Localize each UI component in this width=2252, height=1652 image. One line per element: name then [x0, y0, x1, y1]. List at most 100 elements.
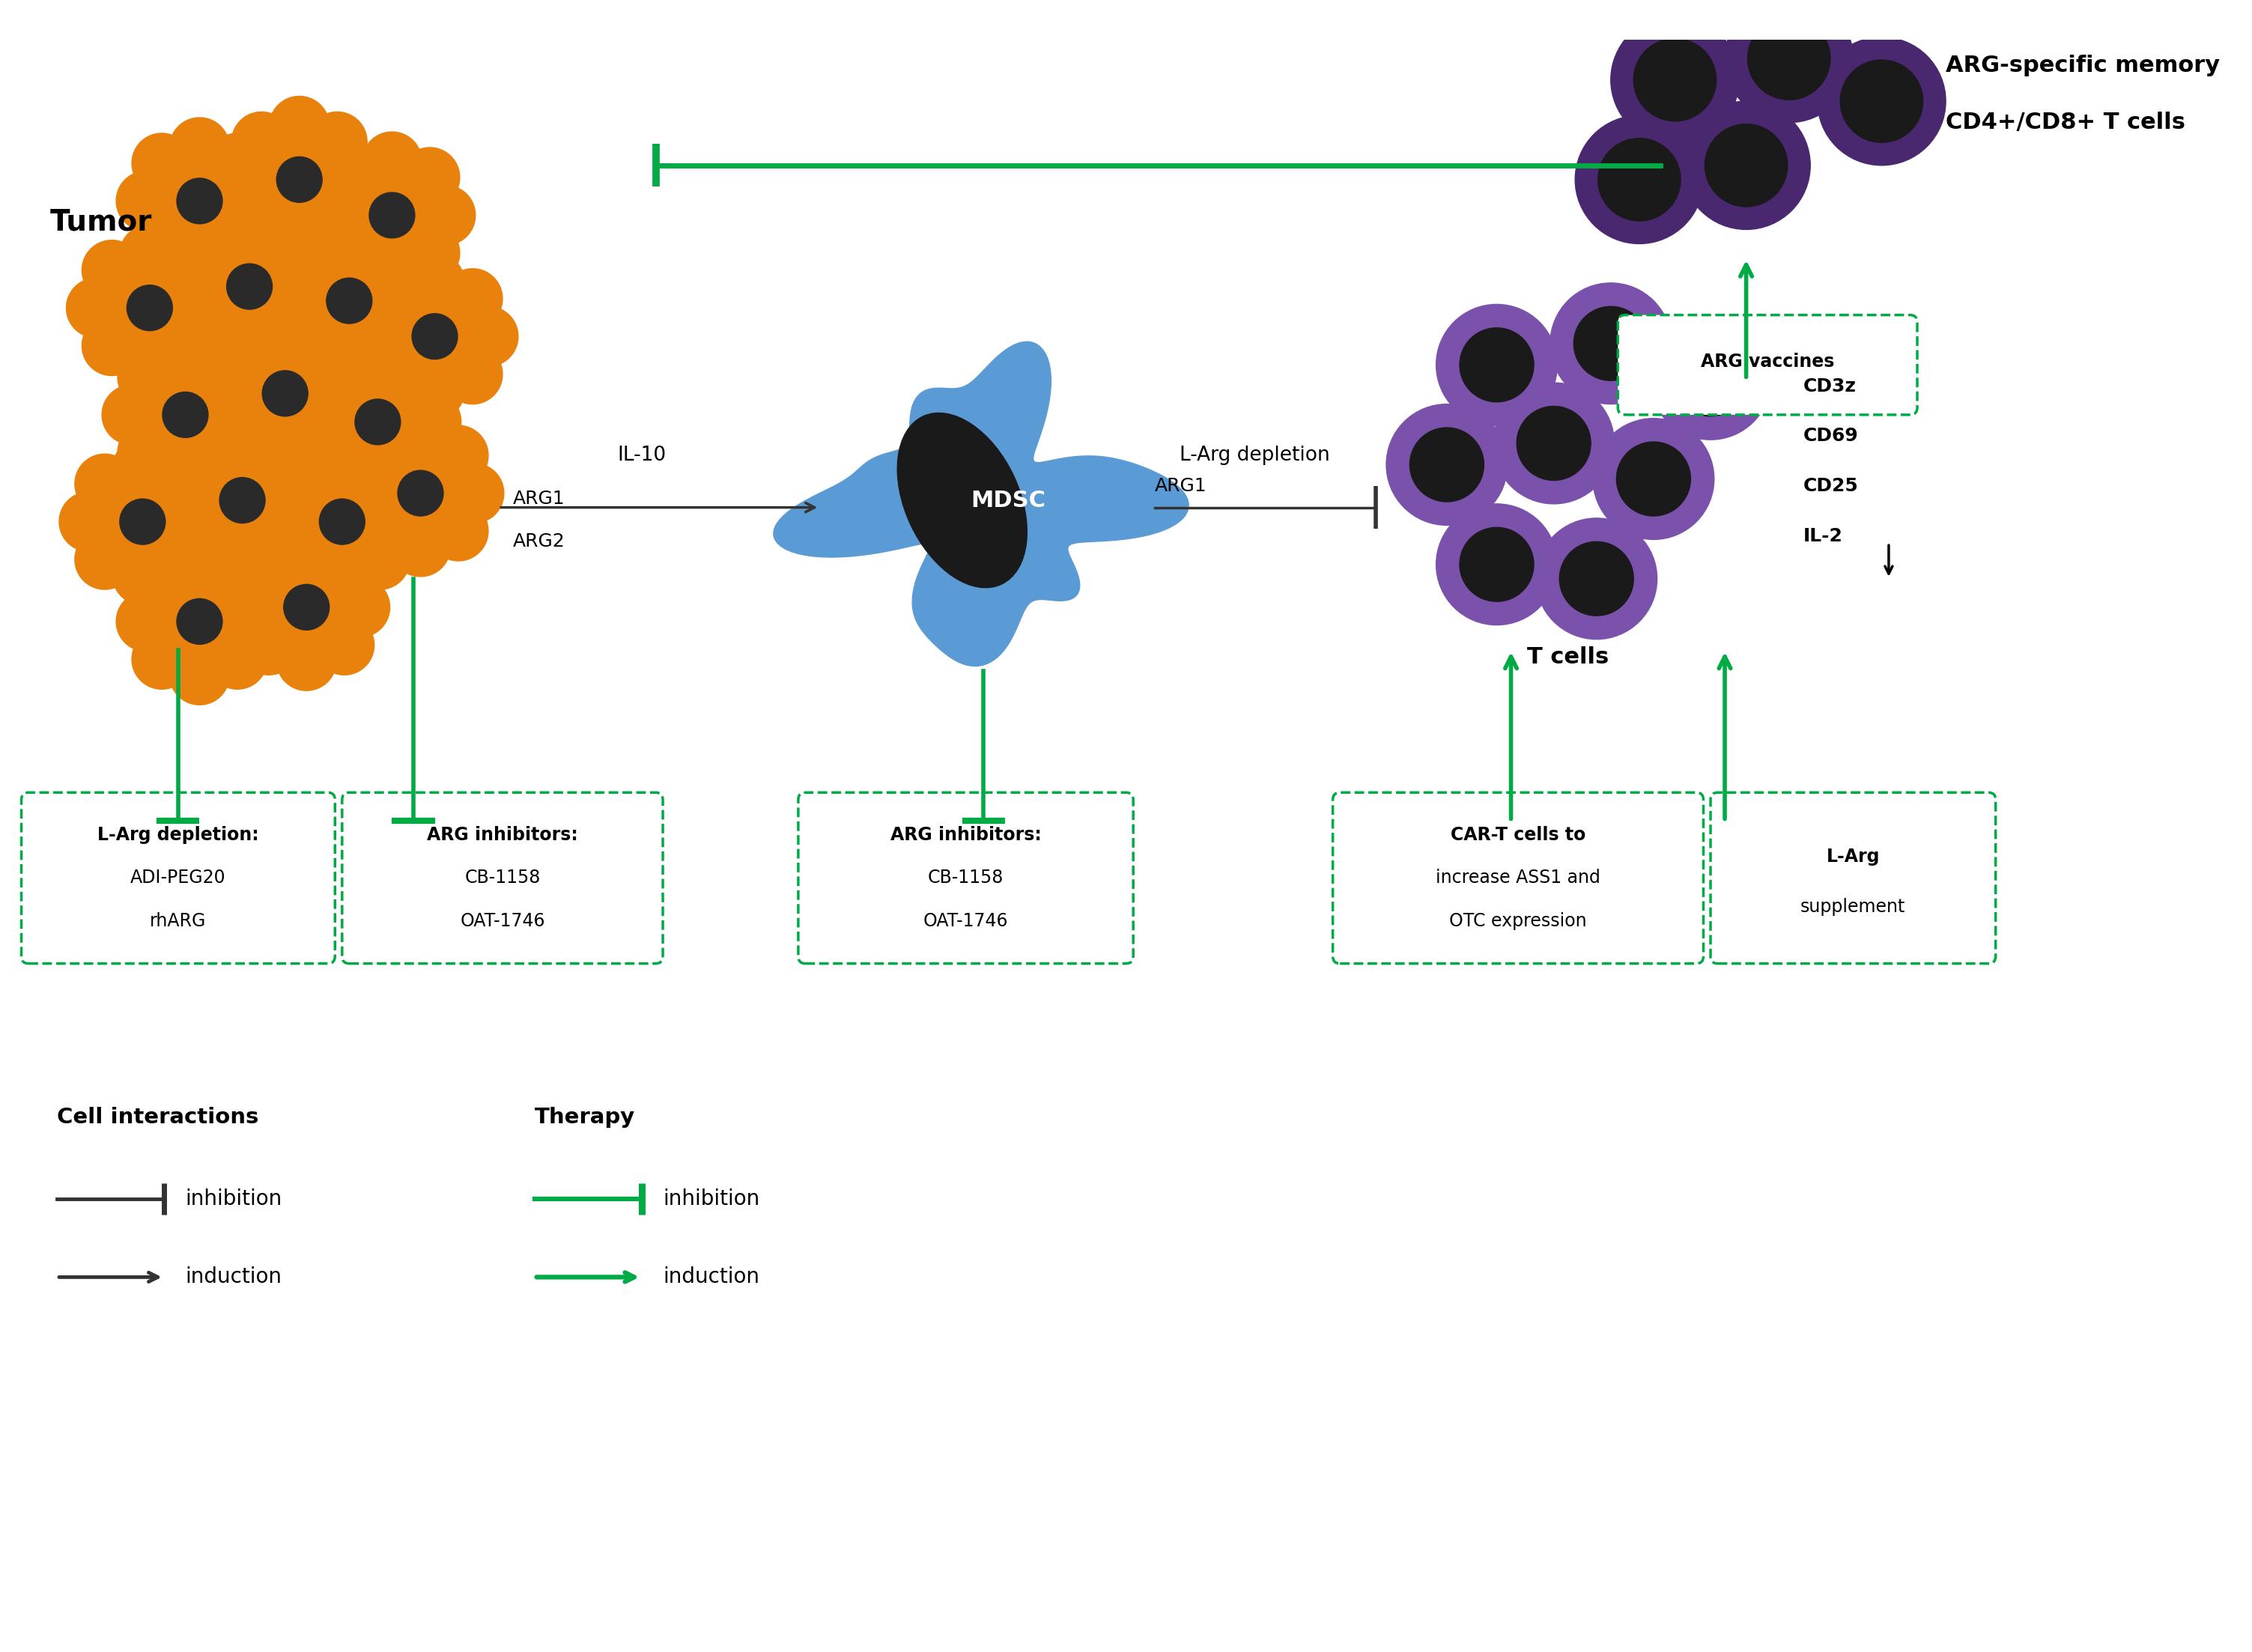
- Circle shape: [354, 426, 412, 486]
- Circle shape: [194, 423, 252, 482]
- Circle shape: [405, 253, 464, 312]
- Circle shape: [1725, 0, 1853, 122]
- Circle shape: [311, 354, 369, 415]
- Circle shape: [218, 203, 279, 263]
- Circle shape: [275, 530, 333, 590]
- Circle shape: [1536, 519, 1657, 639]
- Text: ARG-specific memory: ARG-specific memory: [1946, 55, 2220, 76]
- Circle shape: [293, 401, 354, 461]
- Circle shape: [275, 454, 333, 514]
- Text: ARG inhibitors:: ARG inhibitors:: [890, 826, 1040, 844]
- Circle shape: [444, 269, 502, 329]
- Circle shape: [1558, 542, 1633, 616]
- Circle shape: [322, 150, 383, 210]
- Circle shape: [277, 157, 322, 203]
- Text: inhibition: inhibition: [185, 1188, 282, 1209]
- Circle shape: [146, 377, 223, 453]
- Text: ARG2: ARG2: [513, 532, 565, 550]
- Text: CAR-T cells to: CAR-T cells to: [1450, 826, 1585, 844]
- Circle shape: [363, 240, 421, 299]
- Circle shape: [270, 96, 329, 155]
- Circle shape: [151, 454, 209, 514]
- Text: CD4+/CD8+ T cells: CD4+/CD8+ T cells: [1946, 112, 2184, 134]
- Circle shape: [182, 218, 241, 279]
- Circle shape: [367, 344, 428, 405]
- Circle shape: [158, 316, 218, 375]
- Circle shape: [162, 583, 239, 659]
- Circle shape: [1459, 527, 1534, 601]
- Circle shape: [232, 187, 291, 248]
- Circle shape: [383, 454, 459, 532]
- Circle shape: [1633, 38, 1716, 121]
- Circle shape: [1817, 36, 1946, 165]
- Circle shape: [363, 132, 421, 192]
- Circle shape: [169, 225, 230, 284]
- Text: CB-1158: CB-1158: [464, 869, 540, 887]
- Circle shape: [390, 410, 450, 469]
- Circle shape: [74, 454, 135, 514]
- Circle shape: [385, 430, 446, 489]
- Text: ARG1: ARG1: [513, 489, 565, 507]
- Circle shape: [444, 463, 504, 524]
- Text: L-Arg depletion: L-Arg depletion: [1180, 444, 1329, 464]
- Circle shape: [1748, 17, 1831, 99]
- Circle shape: [207, 208, 268, 269]
- Circle shape: [254, 416, 315, 477]
- Circle shape: [1705, 124, 1788, 206]
- Circle shape: [277, 524, 336, 583]
- Circle shape: [315, 540, 374, 600]
- Ellipse shape: [896, 413, 1027, 588]
- Circle shape: [250, 509, 311, 568]
- Circle shape: [320, 499, 365, 545]
- Circle shape: [320, 218, 378, 278]
- Text: L-Arg: L-Arg: [1826, 847, 1880, 866]
- Circle shape: [155, 438, 216, 499]
- Circle shape: [1549, 282, 1671, 405]
- Text: OTC expression: OTC expression: [1450, 912, 1588, 930]
- Circle shape: [239, 615, 300, 676]
- Circle shape: [167, 492, 225, 552]
- Circle shape: [248, 355, 324, 431]
- Circle shape: [309, 185, 369, 244]
- Circle shape: [306, 112, 367, 172]
- Circle shape: [1516, 406, 1590, 481]
- Circle shape: [347, 339, 408, 398]
- Circle shape: [399, 471, 444, 515]
- Circle shape: [349, 454, 410, 514]
- Circle shape: [266, 471, 327, 530]
- Circle shape: [223, 591, 284, 651]
- Circle shape: [218, 401, 277, 461]
- Circle shape: [257, 294, 318, 354]
- Circle shape: [340, 383, 417, 461]
- Circle shape: [223, 577, 284, 638]
- Circle shape: [401, 147, 459, 208]
- Circle shape: [81, 240, 142, 301]
- Circle shape: [205, 463, 282, 539]
- Circle shape: [1617, 441, 1691, 515]
- Circle shape: [119, 499, 164, 545]
- Circle shape: [1387, 405, 1507, 525]
- Text: IL-10: IL-10: [617, 444, 667, 464]
- Circle shape: [176, 598, 223, 644]
- Circle shape: [169, 644, 230, 705]
- FancyBboxPatch shape: [797, 793, 1133, 963]
- Circle shape: [417, 185, 475, 244]
- Circle shape: [309, 363, 369, 423]
- FancyBboxPatch shape: [1333, 793, 1703, 963]
- Circle shape: [1437, 304, 1558, 426]
- Circle shape: [351, 307, 412, 367]
- Circle shape: [218, 311, 279, 370]
- Circle shape: [282, 233, 342, 292]
- Circle shape: [158, 240, 218, 301]
- FancyBboxPatch shape: [20, 793, 336, 963]
- Text: MDSC: MDSC: [971, 489, 1045, 510]
- Circle shape: [261, 370, 309, 416]
- Circle shape: [327, 278, 372, 324]
- Circle shape: [270, 203, 329, 263]
- Circle shape: [176, 509, 234, 568]
- Circle shape: [1459, 327, 1534, 401]
- Circle shape: [65, 278, 126, 337]
- Circle shape: [110, 269, 189, 347]
- Text: CD69: CD69: [1804, 428, 1858, 444]
- Circle shape: [401, 223, 459, 282]
